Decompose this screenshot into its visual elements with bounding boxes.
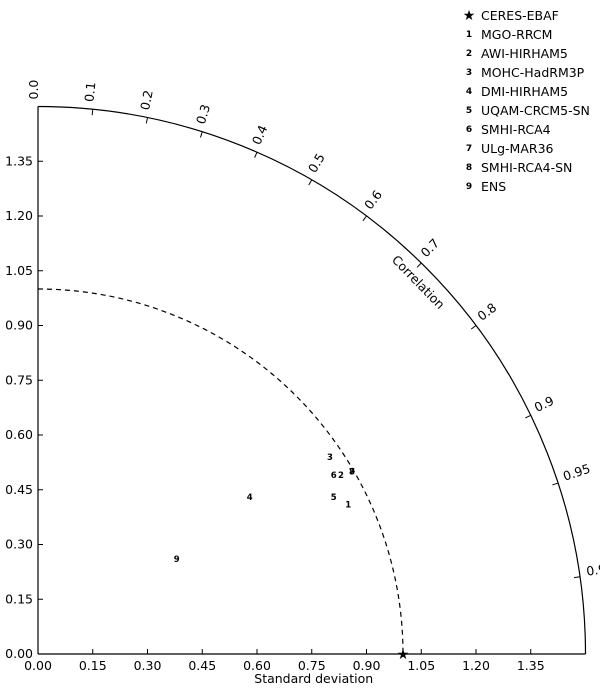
legend-marker: 1: [465, 29, 473, 40]
legend-label: MGO-RRCM: [481, 27, 553, 42]
x-tick-label: 0.00: [24, 658, 52, 673]
y-tick-label: 0.75: [5, 372, 33, 387]
legend-marker: 4: [465, 86, 473, 97]
legend-item: 1 MGO-RRCM: [462, 25, 590, 44]
legend-marker: 2: [465, 48, 473, 59]
correlation-tick-mark: [199, 131, 203, 138]
legend-label: CERES-EBAF: [481, 8, 559, 23]
x-tick-label: 0.45: [188, 658, 216, 673]
correlation-tick-mark: [145, 117, 148, 124]
y-tick-label: 0.60: [5, 427, 33, 442]
correlation-tick-mark: [574, 576, 581, 579]
x-ticks: 0.00 0.15 0.30 0.45 0.60 0.75 0.90 1.05 1.20 1.35: [24, 649, 545, 673]
correlation-tick-label: 0.99: [585, 560, 600, 579]
legend-label: ULg-MAR36: [481, 141, 554, 156]
reference-std-arc: [37, 288, 404, 655]
correlation-tick-label: 0.8: [474, 300, 499, 324]
legend-marker: 6: [465, 124, 473, 135]
correlation-tick-label: 0.95: [561, 461, 592, 484]
model-point-1: 1: [345, 500, 351, 510]
legend-label: MOHC-HadRM3P: [481, 65, 585, 80]
correlation-tick-label: 0.2: [137, 89, 156, 111]
x-tick-label: 0.60: [243, 658, 271, 673]
reference-star-marker: ★: [397, 647, 410, 663]
legend-label: SMHI-RCA4-SN: [481, 160, 573, 175]
model-point-3: 3: [327, 453, 333, 463]
legend-item: 8 SMHI-RCA4-SN: [462, 158, 590, 177]
x-tick-label: 0.90: [353, 658, 381, 673]
model-point-7: 7: [349, 468, 355, 478]
model-point-9: 9: [174, 555, 180, 565]
y-tick-label: 0.90: [5, 318, 33, 333]
correlation-tick-label: 0.9: [532, 393, 556, 415]
correlation-tick-mark: [308, 179, 313, 186]
legend-marker: 7: [465, 143, 473, 154]
model-point-2: 2: [338, 471, 344, 481]
y-tick-label: 0.30: [5, 537, 33, 552]
correlation-tick-label: 0.4: [249, 123, 271, 147]
correlation-tick-label: 0.3: [193, 102, 213, 125]
legend-marker: 3: [465, 67, 473, 78]
legend-item: 6 SMHI-RCA4: [462, 120, 590, 139]
x-tick-label: 0.15: [79, 658, 107, 673]
legend-item: 5 UQAM-CRCM5-SN: [462, 101, 590, 120]
correlation-tick-label: 0.6: [361, 187, 385, 212]
legend-marker: 5: [465, 105, 473, 116]
correlation-tick-label: 0.0: [26, 80, 41, 100]
legend-item: 7 ULg-MAR36: [462, 139, 590, 158]
correlation-tick-mark: [254, 152, 258, 158]
y-tick-label: 0.45: [5, 482, 33, 497]
correlation-tick-mark: [470, 325, 477, 330]
correlation-tick-label: 0.1: [82, 81, 99, 102]
x-tick-label: 0.30: [134, 658, 162, 673]
legend-label: DMI-HIRHAM5: [481, 84, 569, 99]
correlation-tick-mark: [416, 262, 422, 268]
legend-marker: 8: [465, 162, 473, 173]
x-tick-label: 0.75: [298, 658, 326, 673]
max-std-arc: [37, 105, 587, 655]
legend-item: 9 ENS: [462, 177, 590, 196]
y-ticks: 0.00 0.15 0.30 0.45 0.60 0.75 0.90 1.05 1.20 1.35: [5, 153, 43, 661]
legend-label: ENS: [481, 179, 507, 194]
x-tick-label: 1.35: [517, 658, 545, 673]
y-tick-label: 1.05: [5, 263, 33, 278]
model-point-8: 8: [349, 468, 355, 478]
correlation-tick-mark: [91, 109, 94, 116]
legend-item: 2 AWI-HIRHAM5: [462, 44, 590, 63]
model-point-6: 6: [331, 471, 337, 481]
y-tick-label: 1.20: [5, 208, 33, 223]
legend-marker: ★: [462, 7, 476, 24]
legend-item: 4 DMI-HIRHAM5: [462, 82, 590, 101]
correlation-tick-mark: [362, 215, 367, 222]
correlation-tick-label: 0.5: [305, 151, 328, 176]
x-axis-label: Standard deviation: [254, 671, 373, 686]
x-tick-label: 1.20: [462, 658, 490, 673]
correlation-tick-label: 0.7: [418, 235, 443, 260]
model-point-4: 4: [247, 493, 253, 503]
legend-marker: 9: [465, 181, 473, 192]
legend-item: 3 MOHC-HadRM3P: [462, 63, 590, 82]
correlation-tick-mark: [552, 482, 559, 486]
model-point-5: 5: [331, 493, 337, 503]
x-tick-label: 1.05: [407, 658, 435, 673]
correlation-tick-mark: [525, 414, 531, 419]
legend-item: ★ CERES-EBAF: [462, 6, 590, 25]
legend-label: SMHI-RCA4: [481, 122, 551, 137]
legend-label: AWI-HIRHAM5: [481, 46, 568, 61]
y-tick-label: 1.35: [5, 153, 33, 168]
legend-label: UQAM-CRCM5-SN: [481, 103, 590, 118]
y-tick-label: 0.15: [5, 591, 33, 606]
legend: ★ CERES-EBAF 1 MGO-RRCM 2 AWI-HIRHAM5 3 MOHC-Ha…: [462, 6, 590, 196]
y-tick-label: 0.00: [5, 646, 33, 661]
